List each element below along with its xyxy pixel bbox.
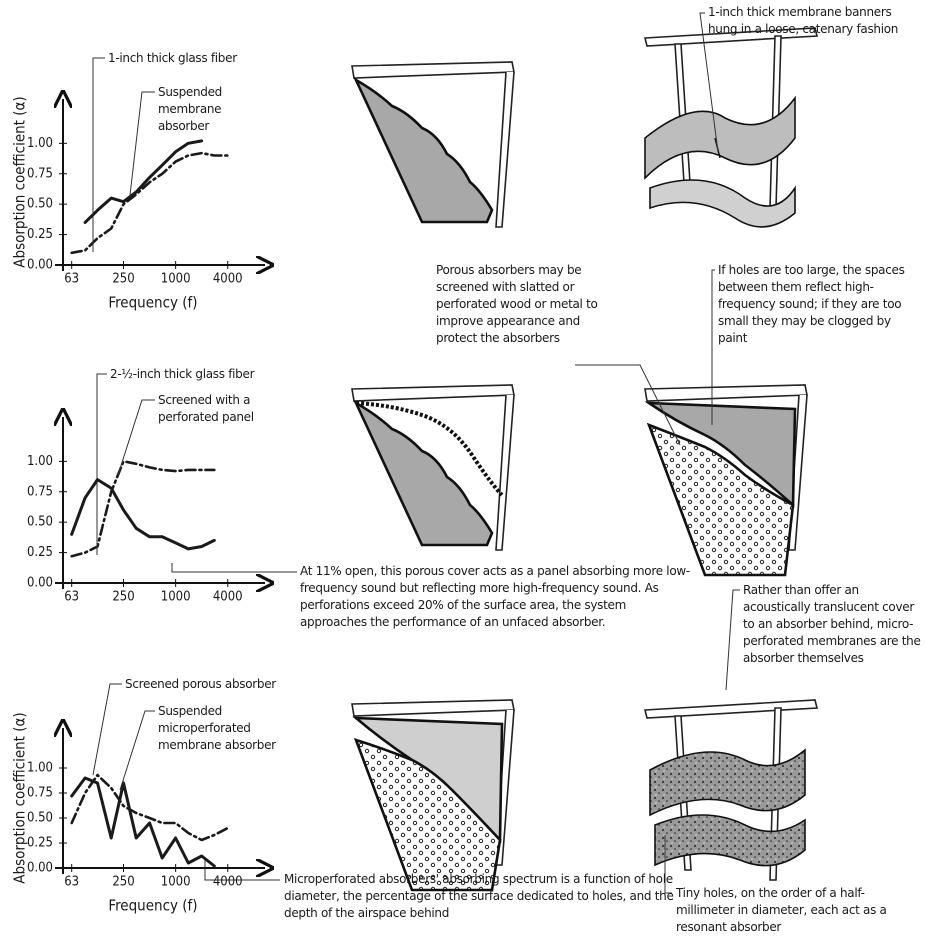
leader <box>129 91 155 196</box>
leader <box>204 860 280 881</box>
note: If holes are too large, the spaces betwe… <box>718 263 905 345</box>
leader <box>575 364 681 446</box>
x-tick-label: 63 <box>64 875 79 890</box>
y-tick-label: 0.00 <box>27 576 53 591</box>
x-tick-label: 250 <box>112 590 134 605</box>
series-label: Screened porous absorber <box>125 677 276 691</box>
y-tick-label: 0.25 <box>27 227 53 242</box>
x-tick-label: 1000 <box>161 272 191 287</box>
x-axis-label: Frequency (f) <box>108 294 197 312</box>
y-axis-label: Absorption coefficient (α) <box>11 712 29 883</box>
x-tick-label: 63 <box>64 272 79 287</box>
leader <box>699 12 719 153</box>
x-tick-label: 250 <box>112 272 134 287</box>
series-line <box>70 151 230 255</box>
note: Microperforated absorbers' absorbing spe… <box>284 872 674 920</box>
series-label: Screened with a perforated panel <box>158 393 254 424</box>
y-tick-label: 0.25 <box>27 836 53 851</box>
x-tick-label: 4000 <box>213 590 243 605</box>
series-line <box>70 460 216 558</box>
x-axis-label: Frequency (f) <box>108 897 197 915</box>
x-tick-label: 4000 <box>213 272 243 287</box>
y-tick-label: 0.50 <box>27 811 53 826</box>
note: Tiny holes, on the order of a half-milli… <box>676 886 887 934</box>
x-tick-label: 4000 <box>213 875 243 890</box>
series-label: 1-inch thick glass fiber <box>108 51 237 65</box>
series-label: 2-½-inch thick glass fiber <box>110 367 255 381</box>
series-label: Suspended microperforated membrane absor… <box>158 704 276 752</box>
leader <box>119 710 155 791</box>
y-tick-label: 0.50 <box>27 197 53 212</box>
leader <box>171 563 297 573</box>
leader <box>117 399 155 476</box>
illustration-porous <box>351 61 515 228</box>
leader <box>711 269 715 425</box>
illustration-banners <box>643 27 819 228</box>
x-tick-label: 250 <box>112 875 134 890</box>
series-line <box>83 139 204 224</box>
x-tick-label: 63 <box>64 590 79 605</box>
illustration-screened <box>351 384 515 551</box>
leader <box>92 57 105 252</box>
leader <box>92 683 122 776</box>
y-tick-label: 0.75 <box>27 786 53 801</box>
illustration-holes <box>644 384 808 577</box>
leader <box>725 589 740 691</box>
y-tick-label: 0.00 <box>27 258 53 273</box>
illustration-microperforated <box>643 699 819 881</box>
y-tick-label: 1.00 <box>27 454 53 469</box>
leader <box>664 835 672 894</box>
series-line <box>70 773 230 842</box>
series-label: Suspended membrane absorber <box>158 85 222 133</box>
y-tick-label: 1.00 <box>27 761 53 776</box>
x-tick-label: 1000 <box>161 590 191 605</box>
y-tick-label: 0.75 <box>27 166 53 181</box>
y-axis-label: Absorption coefficient (α) <box>11 96 29 267</box>
y-tick-label: 0.50 <box>27 515 53 530</box>
illustration-perforated <box>351 699 515 892</box>
leader <box>96 373 107 555</box>
y-tick-label: 0.00 <box>27 861 53 876</box>
note: At 11% open, this porous cover acts as a… <box>300 564 690 629</box>
x-tick-label: 1000 <box>161 875 191 890</box>
note: Rather than offer an acoustically transl… <box>743 583 921 665</box>
series-line <box>70 478 216 551</box>
note: 1-inch thick membrane banners hung in a … <box>708 5 899 36</box>
note: Porous absorbers may be screened with sl… <box>436 263 598 345</box>
y-tick-label: 0.75 <box>27 484 53 499</box>
y-tick-label: 0.25 <box>27 545 53 560</box>
series-line <box>70 776 216 868</box>
y-tick-label: 1.00 <box>27 136 53 151</box>
